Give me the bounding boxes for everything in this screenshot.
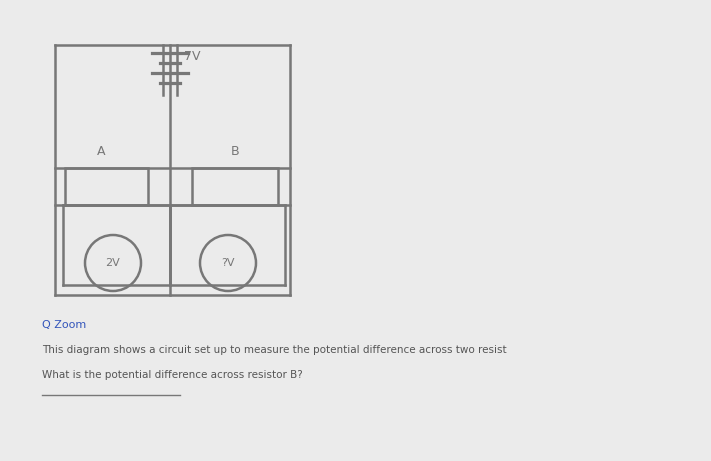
Text: What is the potential difference across resistor B?: What is the potential difference across … — [42, 370, 303, 380]
Text: A: A — [97, 145, 106, 158]
Text: 7V: 7V — [184, 50, 201, 63]
Text: 2V: 2V — [106, 258, 120, 268]
Text: ?V: ?V — [221, 258, 235, 268]
Bar — [192, 168, 278, 205]
Text: B: B — [230, 145, 240, 158]
Text: This diagram shows a circuit set up to measure the potential difference across t: This diagram shows a circuit set up to m… — [42, 345, 507, 355]
Bar — [65, 168, 148, 205]
Text: Q Zoom: Q Zoom — [42, 320, 86, 330]
